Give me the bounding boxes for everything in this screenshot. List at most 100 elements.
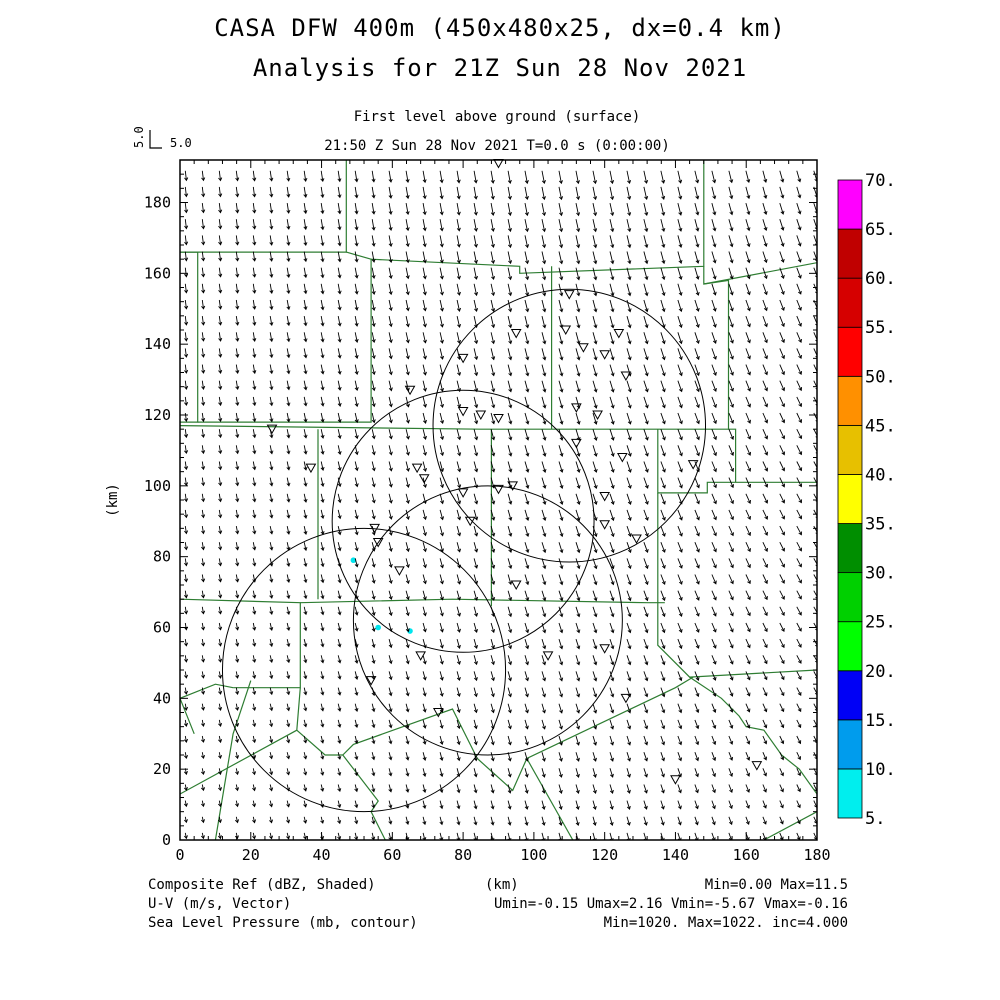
- wind-vector: [388, 219, 393, 231]
- wind-vector: [286, 638, 291, 648]
- wind-vector: [184, 267, 189, 278]
- wind-vector: [677, 509, 683, 521]
- wind-vector: [592, 816, 597, 827]
- wind-vector: [609, 429, 615, 441]
- wind-vector: [592, 719, 598, 730]
- wind-vector: [354, 493, 359, 504]
- wind-vector: [354, 752, 359, 761]
- wind-vector: [354, 412, 359, 424]
- wind-vector: [558, 816, 563, 827]
- wind-vector: [643, 202, 649, 217]
- wind-vector: [405, 445, 410, 456]
- wind-vector: [626, 477, 632, 489]
- wind-vector: [439, 396, 445, 409]
- wind-vector: [201, 526, 206, 535]
- wind-vector: [626, 509, 632, 522]
- colorbar-tick-label: 50.: [865, 367, 896, 387]
- station-marker: [457, 353, 469, 364]
- wind-vector: [558, 784, 563, 794]
- wind-vector: [201, 348, 206, 358]
- wind-vector: [575, 655, 581, 666]
- wind-vector: [439, 219, 444, 232]
- station-marker: [510, 580, 522, 591]
- wind-vector: [762, 461, 769, 472]
- wind-vector: [320, 558, 325, 568]
- wind-vector: [218, 703, 223, 711]
- wind-vector: [388, 719, 393, 729]
- wind-vector: [524, 219, 530, 233]
- station-marker: [592, 410, 603, 421]
- wind-vector: [796, 445, 803, 456]
- wind-vector: [218, 639, 223, 647]
- wind-vector: [422, 719, 427, 729]
- wind-vector: [762, 525, 768, 536]
- wind-vector: [184, 445, 189, 455]
- station-marker: [507, 481, 519, 491]
- wind-vector: [558, 364, 564, 377]
- wind-vector: [796, 170, 802, 183]
- wind-vector: [711, 251, 717, 264]
- wind-vector: [609, 396, 615, 409]
- wind-vector: [235, 429, 240, 439]
- wind-vector: [779, 800, 784, 809]
- wind-vector: [201, 445, 206, 455]
- wind-vector: [711, 719, 717, 729]
- wind-vector: [286, 445, 291, 455]
- wind-vector: [303, 219, 308, 231]
- wind-vector: [592, 445, 598, 457]
- wind-vector: [507, 203, 512, 217]
- wind-vector: [252, 364, 257, 375]
- wind-vector: [609, 752, 614, 762]
- wind-vector: [320, 219, 325, 231]
- wind-vector: [201, 299, 206, 310]
- wind-vector: [694, 719, 700, 730]
- wind-vector: [728, 412, 734, 424]
- wind-vector: [507, 251, 513, 265]
- wind-vector: [490, 574, 496, 586]
- wind-vector: [524, 332, 530, 345]
- station-marker: [411, 463, 423, 474]
- wind-vector: [456, 784, 461, 794]
- wind-vector: [694, 477, 700, 489]
- wind-vector: [456, 816, 461, 826]
- wind-vector: [252, 316, 257, 326]
- wind-vector: [694, 267, 700, 280]
- wind-vector: [779, 477, 786, 488]
- wind-vector: [524, 445, 530, 457]
- wind-vector: [456, 267, 461, 280]
- wind-vector: [779, 364, 785, 376]
- county-boundary: [214, 680, 252, 840]
- wind-vector: [337, 461, 342, 472]
- wind-vector: [269, 396, 274, 407]
- wind-vector: [473, 299, 479, 313]
- wind-vector: [422, 170, 427, 184]
- wind-vector: [456, 396, 462, 409]
- wind-vector: [745, 800, 750, 809]
- wind-vector: [405, 719, 410, 729]
- wind-vector: [473, 735, 478, 746]
- x-tick-label: 160: [733, 846, 760, 864]
- wind-vector: [507, 542, 513, 554]
- wind-vector: [235, 445, 240, 455]
- colorbar-segment: [837, 768, 863, 819]
- wind-vector: [609, 170, 615, 185]
- station-marker: [415, 651, 426, 661]
- wind-vector: [677, 703, 683, 714]
- wind-vector: [422, 735, 427, 745]
- wind-vector: [490, 364, 496, 377]
- wind-vector: [796, 541, 802, 552]
- wind-vector: [235, 590, 240, 599]
- wind-vector: [762, 251, 768, 264]
- wind-vector: [269, 671, 274, 680]
- wind-vector: [371, 832, 376, 840]
- wind-vector: [558, 299, 564, 313]
- wind-vector: [184, 186, 189, 198]
- wind-vector: [558, 493, 564, 506]
- wind-vector: [745, 752, 751, 761]
- wind-vector: [371, 768, 376, 777]
- wind-vector: [626, 170, 632, 185]
- wind-vector: [796, 251, 802, 263]
- wind-vector: [711, 525, 717, 537]
- wind-vector: [762, 638, 768, 649]
- wind-vector: [711, 655, 717, 665]
